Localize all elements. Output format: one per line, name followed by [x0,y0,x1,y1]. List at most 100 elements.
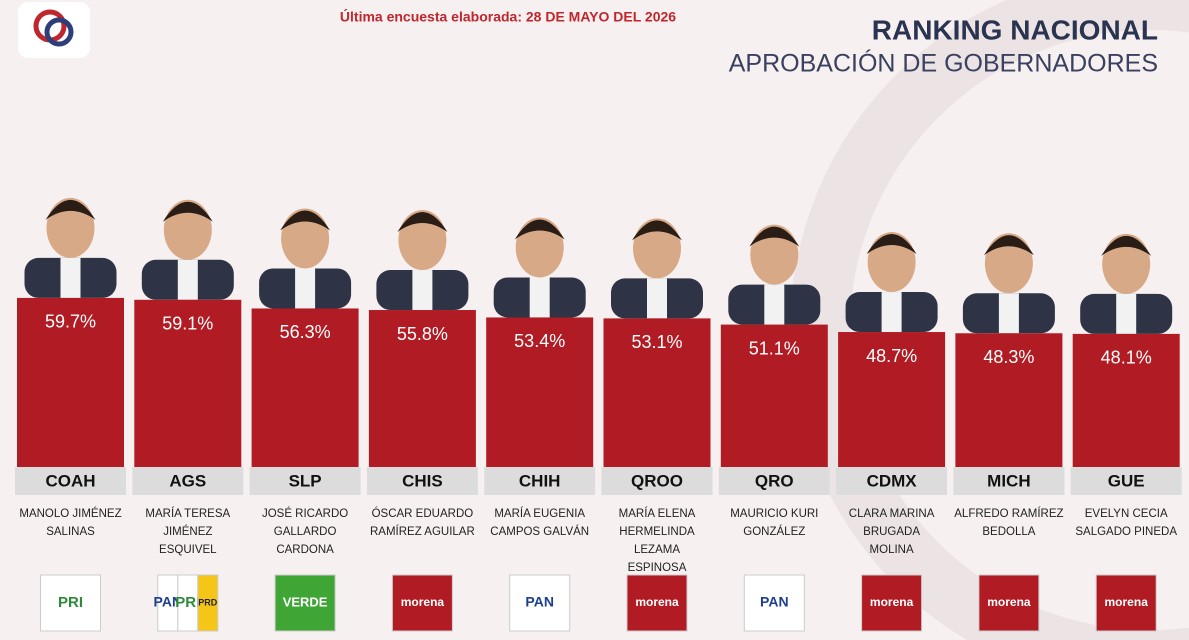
x-tick-label: GUE [1108,471,1145,490]
party-name: PAN [760,594,789,610]
governor-name: MARÍA ELENA [619,507,696,520]
portrait-hair [749,226,800,247]
category-band [601,467,713,495]
logo [18,2,90,58]
x-tick-label: AGS [169,471,206,490]
party-logo [743,574,805,632]
value-label: 59.1% [162,314,213,334]
value-label: 48.1% [1101,348,1152,368]
governor-name: CLARA MARINA [849,508,935,520]
portrait-hair [514,219,565,240]
governor-name: MAURICIO KURI [730,508,818,520]
bar [251,308,359,483]
portrait [728,224,821,325]
portrait-collar [647,278,667,319]
party-name: PRI [175,594,200,611]
governor-name: ÓSCAR EDUARDO [372,507,474,520]
party-name: PRD [198,597,218,607]
party-name: morena [987,595,1031,609]
governor-name: BEDOLLA [982,526,1035,538]
governor-name: ESPINOSA [628,562,687,574]
note: Última encuesta elaborada: 28 DE MAYO DE… [340,8,676,25]
portrait-hair [45,199,96,220]
governor-name: CAMPOS GALVÁN [490,525,589,538]
x-tick-label: CHIS [402,471,443,490]
party-name: morena [870,595,914,609]
x-tick-label: MICH [987,471,1030,490]
x-tick-label: SLP [289,471,322,490]
party-logo [978,574,1040,632]
party-logo [509,574,571,632]
party-name: PAN [525,594,554,610]
party-name: PRI [58,594,83,611]
bar [838,332,946,483]
category-band [1070,467,1182,495]
bar [486,317,594,483]
governor-name: MOLINA [870,544,914,556]
value-label: 56.3% [280,322,331,342]
value-label: 59.7% [45,312,96,332]
category-band [836,467,948,495]
bar [368,310,476,483]
portrait-hair [397,212,448,233]
x-tick-label: COAH [45,471,95,490]
category-band [15,467,126,495]
value-label: 55.8% [397,324,448,344]
x-tick-label: QRO [755,471,794,490]
governor-name: ALFREDO RAMÍREZ [954,507,1063,520]
x-tick-label: QROO [631,471,683,490]
portrait [962,233,1055,334]
portrait [24,197,117,298]
portrait-collar [1116,293,1137,334]
chart-subtitle: APROBACIÓN DE GOBERNADORES [729,49,1158,78]
governor-name: CARDONA [276,544,334,556]
party-logo [1095,574,1157,632]
category-band [484,467,596,495]
portrait [1080,233,1173,334]
portrait-collar [529,277,550,318]
category-band [953,467,1065,495]
party-name: PAN [154,594,183,610]
portrait-collar [412,270,433,311]
governor-name: LEZAMA [634,544,680,556]
party-logo [197,574,219,632]
governor-name: MANOLO JIMÉNEZ [19,507,121,520]
portrait [493,217,586,318]
governor-name: MARÍA TERESA [145,507,230,520]
bar [17,297,124,483]
party-name: morena [1105,595,1149,609]
chart-title: RANKING NACIONAL [872,14,1158,45]
bar [720,324,828,483]
party-logo [274,574,336,632]
governor-name: RAMÍREZ AGUILAR [370,525,475,538]
portrait-hair [280,210,331,231]
x-tick-label: CDMX [867,471,918,490]
portrait-collar [177,259,198,300]
portrait [845,232,938,333]
portrait-hair [632,220,682,241]
portrait [611,218,703,319]
portrait-collar [998,293,1019,334]
bar [955,333,1063,483]
category-band [366,467,478,495]
party-name: morena [401,595,445,609]
portrait-collar [295,268,316,309]
party-name: VERDE [283,594,328,609]
governor-name: GONZÁLEZ [743,525,805,538]
category-band [718,467,830,495]
value-label: 53.4% [514,331,565,351]
portrait-hair [1101,235,1152,256]
party-logo [861,574,923,632]
category-band [132,467,244,495]
governor-name: JIMÉNEZ [163,525,212,538]
value-label: 48.3% [983,347,1034,367]
portrait [141,199,234,300]
portrait-collar [764,284,785,325]
bar [134,299,242,483]
governor-name: GALLARDO [274,526,337,538]
bar [603,318,711,483]
x-tick-label: CHIH [519,471,561,490]
portrait-collar [60,257,81,298]
